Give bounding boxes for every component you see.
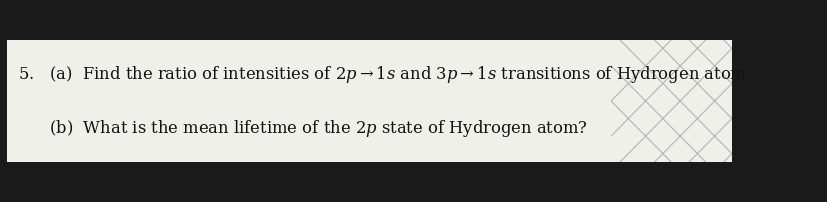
Text: (b)  What is the mean lifetime of the $2p$ state of Hydrogen atom?: (b) What is the mean lifetime of the $2p… — [18, 118, 587, 139]
Text: 5.   (a)  Find the ratio of intensities of $2p \rightarrow 1s$ and $3p \rightarr: 5. (a) Find the ratio of intensities of … — [18, 63, 746, 84]
